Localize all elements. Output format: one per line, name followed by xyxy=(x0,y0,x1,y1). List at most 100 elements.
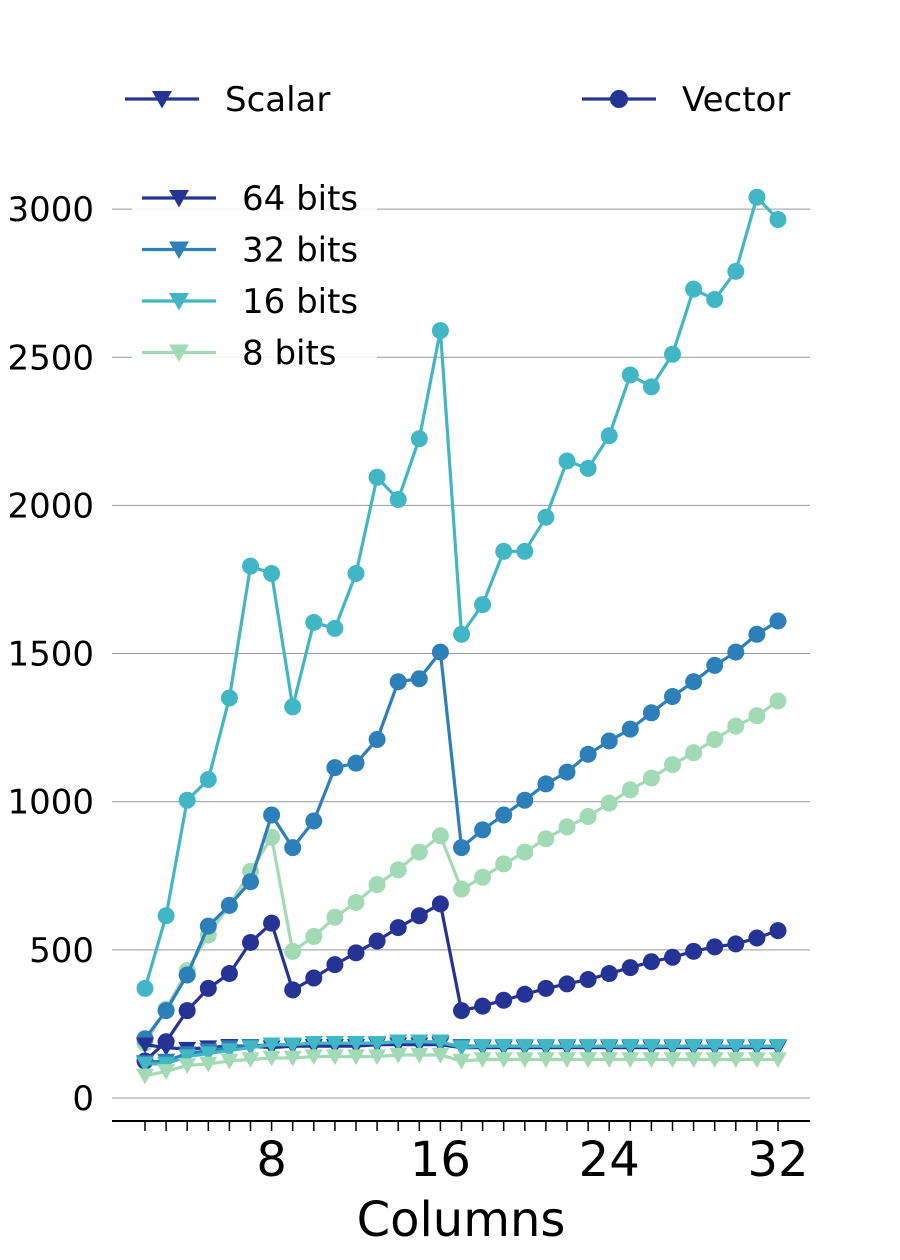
data-point xyxy=(769,1052,787,1069)
data-point xyxy=(178,1049,197,1066)
data-point xyxy=(410,670,428,688)
series-vector-32-bits xyxy=(136,612,787,1048)
data-point xyxy=(727,643,745,661)
data-point xyxy=(769,210,787,228)
data-point xyxy=(664,688,681,706)
x-tick-label: 16 xyxy=(410,1132,471,1188)
data-point xyxy=(284,698,302,716)
data-point xyxy=(199,770,217,788)
data-point xyxy=(473,1038,492,1055)
data-point xyxy=(558,1038,576,1055)
data-point xyxy=(579,745,597,763)
legend-triangle-marker xyxy=(169,190,189,208)
data-point xyxy=(199,1056,218,1073)
data-point xyxy=(706,290,724,308)
data-point xyxy=(410,1047,429,1064)
data-point xyxy=(495,542,513,560)
data-point xyxy=(621,720,639,738)
data-point xyxy=(600,732,618,750)
data-point xyxy=(684,1052,703,1069)
data-point xyxy=(579,970,597,988)
data-point xyxy=(368,468,386,486)
data-point xyxy=(537,775,555,793)
data-point xyxy=(389,1047,408,1064)
series-scalar-8-bits xyxy=(136,1047,787,1085)
series-line xyxy=(143,901,779,1063)
data-point xyxy=(389,861,407,879)
data-point xyxy=(304,1049,323,1066)
data-point xyxy=(136,1056,154,1073)
data-point xyxy=(389,673,407,691)
data-point xyxy=(241,1052,260,1069)
color-legend-item: 16 bits xyxy=(142,282,358,322)
data-point xyxy=(642,953,660,971)
series-line xyxy=(143,619,779,1040)
data-point xyxy=(389,490,407,508)
data-point xyxy=(621,1038,640,1055)
color-legend: 64 bits 32 bits 16 bits 8 bits xyxy=(132,170,377,380)
data-point xyxy=(199,1046,218,1063)
data-point xyxy=(769,612,787,630)
style-legend-item-vector: Vector xyxy=(582,80,790,120)
data-point xyxy=(157,1064,176,1080)
data-point xyxy=(685,673,703,691)
y-tick-label: 1000 xyxy=(7,783,94,823)
data-point xyxy=(453,1002,470,1020)
data-point xyxy=(242,557,259,575)
legend-triangle-marker xyxy=(169,344,189,362)
data-point xyxy=(558,975,576,993)
data-point xyxy=(410,907,428,925)
legend-label: Vector xyxy=(682,80,790,120)
data-point xyxy=(178,1002,196,1020)
data-point xyxy=(262,1037,281,1054)
data-point xyxy=(157,907,175,925)
data-point xyxy=(621,1052,640,1069)
data-point xyxy=(326,759,344,777)
data-point xyxy=(284,839,302,857)
data-point xyxy=(579,808,597,826)
data-point xyxy=(431,322,449,340)
data-point xyxy=(347,944,365,962)
data-point xyxy=(368,1049,387,1066)
data-point xyxy=(748,707,766,725)
data-point xyxy=(410,1034,429,1051)
data-point xyxy=(706,730,724,748)
data-point xyxy=(663,1052,682,1069)
color-legend-item: 64 bits xyxy=(142,179,358,219)
data-point xyxy=(304,1035,323,1052)
data-point xyxy=(642,704,660,722)
data-point xyxy=(157,1002,175,1020)
data-point xyxy=(305,969,323,987)
data-point xyxy=(431,895,449,913)
data-point xyxy=(600,427,618,445)
y-tick-labels: 0 500 1000 1500 2000 2500 3000 xyxy=(7,190,94,1119)
data-point xyxy=(284,981,302,999)
data-point xyxy=(410,430,428,448)
data-point xyxy=(748,929,766,947)
data-point xyxy=(410,843,428,861)
legend-label: 32 bits xyxy=(242,231,358,271)
y-tick-label: 1500 xyxy=(7,635,94,675)
data-point xyxy=(326,908,344,926)
data-point xyxy=(305,928,323,946)
data-point xyxy=(495,855,513,873)
data-point xyxy=(642,769,660,787)
data-point xyxy=(474,596,492,614)
data-point xyxy=(706,656,724,674)
data-point xyxy=(706,938,724,956)
data-point xyxy=(347,893,365,911)
data-point xyxy=(199,917,217,935)
data-point xyxy=(727,262,745,280)
data-point xyxy=(663,1038,682,1055)
data-point xyxy=(368,876,386,894)
data-point xyxy=(453,880,470,898)
data-point xyxy=(347,1049,365,1066)
data-point xyxy=(220,1043,239,1060)
data-point xyxy=(347,1035,365,1052)
data-point xyxy=(368,730,386,748)
data-point xyxy=(621,781,639,799)
x-tick-label: 32 xyxy=(747,1132,808,1188)
legend-label: 8 bits xyxy=(242,334,337,374)
data-point xyxy=(516,843,534,861)
